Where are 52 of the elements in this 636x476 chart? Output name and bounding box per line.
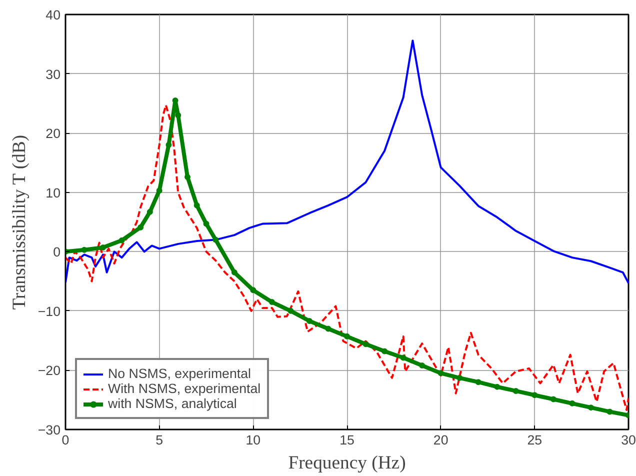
point bbox=[569, 400, 576, 406]
y-tick-label: −10 bbox=[38, 304, 60, 319]
point bbox=[550, 396, 556, 402]
y-tick-label: 0 bbox=[53, 244, 61, 260]
y-tick-label: −20 bbox=[38, 363, 60, 378]
y-tick-label: 30 bbox=[46, 66, 61, 82]
point bbox=[288, 308, 294, 314]
point bbox=[118, 237, 125, 244]
point bbox=[212, 236, 219, 243]
x-tick-label: 30 bbox=[621, 432, 636, 448]
x-tick-label: 20 bbox=[433, 432, 448, 448]
point bbox=[81, 246, 88, 253]
x-tick-label: 15 bbox=[340, 432, 354, 448]
point bbox=[475, 379, 482, 386]
legend-label: With NSMS, experimental bbox=[108, 381, 261, 396]
point bbox=[175, 112, 182, 118]
point bbox=[325, 326, 332, 332]
point bbox=[588, 404, 594, 411]
point bbox=[494, 384, 500, 390]
y-tick-label: 10 bbox=[46, 185, 61, 200]
point bbox=[532, 392, 538, 398]
legend-label: with NSMS, analytical bbox=[108, 396, 237, 411]
point bbox=[146, 208, 153, 215]
point bbox=[231, 269, 238, 276]
x-axis-title: Frequency (Hz) bbox=[288, 452, 406, 474]
point bbox=[194, 202, 200, 208]
line-series bbox=[66, 40, 628, 284]
y-tick-label: 40 bbox=[46, 8, 61, 22]
point bbox=[203, 220, 210, 227]
y-axis-title: Transmissibility T (dB) bbox=[8, 134, 30, 310]
point bbox=[382, 348, 388, 354]
point bbox=[606, 408, 613, 415]
x-tick-label: 25 bbox=[527, 432, 542, 448]
point bbox=[250, 287, 256, 294]
point bbox=[138, 224, 144, 230]
point bbox=[456, 374, 463, 381]
point bbox=[419, 362, 426, 368]
point bbox=[166, 142, 172, 148]
legend-label: No NSMS, experimental bbox=[108, 366, 251, 381]
point bbox=[400, 354, 406, 361]
point bbox=[344, 333, 350, 340]
point bbox=[362, 341, 369, 348]
point bbox=[438, 370, 444, 376]
point bbox=[306, 318, 312, 324]
point bbox=[268, 299, 275, 306]
point bbox=[100, 244, 106, 250]
point bbox=[512, 388, 519, 394]
x-tick-label: 5 bbox=[156, 432, 164, 448]
x-tick-label: 10 bbox=[246, 432, 261, 448]
point bbox=[156, 188, 162, 194]
y-tick-label: −30 bbox=[38, 422, 60, 438]
y-tick-label: 20 bbox=[46, 126, 61, 142]
